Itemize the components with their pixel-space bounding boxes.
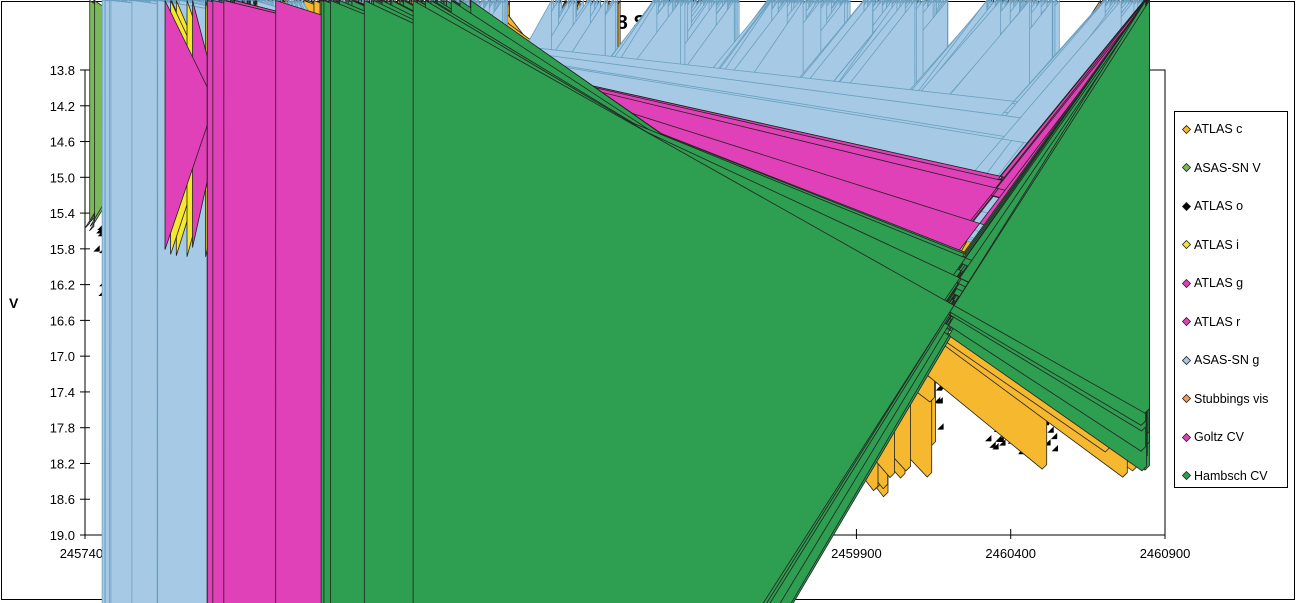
legend-item: Hambsch CV (1181, 468, 1268, 484)
y-tick-label: 15.0 (50, 170, 75, 185)
legend-swatch-diamond-icon (1181, 355, 1192, 365)
y-axis-label: V (9, 295, 19, 311)
y-tick-label: 18.6 (50, 492, 75, 507)
legend-swatch-diamond-icon (1181, 239, 1192, 250)
legend-item: Goltz CV (1181, 429, 1244, 445)
y-tick-label: 15.8 (50, 242, 75, 257)
legend-item: ATLAS i (1181, 237, 1239, 253)
series-hambsch-cv (320, 0, 1150, 603)
data-point (1050, 432, 1058, 440)
data-point (937, 423, 944, 430)
legend-label: Goltz CV (1194, 430, 1245, 444)
legend-label: Stubbings vis (1194, 391, 1269, 406)
x-tick-label: 2460900 (1140, 546, 1191, 561)
legend-item: ASAS-SN g (1181, 352, 1259, 368)
data-point (989, 441, 996, 448)
data-point (933, 396, 941, 404)
data-point (985, 434, 992, 442)
legend-swatch-diamond-icon (1181, 201, 1192, 211)
y-tick-label: 18.2 (50, 456, 75, 471)
y-tick-label: 17.8 (50, 421, 75, 436)
y-tick-label: 13.8 (50, 63, 75, 78)
y-tick-label: 16.2 (50, 278, 75, 293)
legend-swatch-diamond-icon (1181, 316, 1192, 327)
legend-label: ATLAS o (1194, 199, 1244, 213)
legend: ATLAS c ASAS-SN V ATLAS o ATLAS i ATLAS g ATL… (1174, 111, 1288, 488)
data-point (93, 245, 100, 252)
legend-item: ATLAS c (1181, 121, 1242, 137)
legend-label: ATLAS r (1194, 314, 1241, 329)
legend-swatch-diamond-icon (1181, 393, 1192, 404)
legend-label: Hambsch CV (1194, 468, 1268, 483)
y-tick-label: 16.6 (50, 313, 75, 328)
legend-label: ATLAS g (1194, 276, 1244, 290)
x-tick-label: 2457400 (60, 546, 111, 561)
legend-swatch-diamond-icon (1181, 278, 1192, 288)
legend-swatch-diamond-icon (1181, 470, 1192, 481)
legend-label: ATLAS i (1194, 237, 1239, 252)
legend-item: ASAS-SN V (1181, 160, 1261, 176)
data-point (999, 439, 1006, 446)
legend-swatch-diamond-icon (1181, 162, 1192, 173)
legend-item: ATLAS g (1181, 275, 1243, 291)
y-tick-label: 14.6 (50, 135, 75, 150)
x-tick-label: 2459900 (831, 546, 882, 561)
y-tick-label: 14.2 (50, 99, 75, 114)
y-tick-label: 17.0 (50, 349, 75, 364)
legend-label: ASAS-SN g (1194, 353, 1260, 367)
data-point (992, 443, 999, 450)
data-points (84, 0, 1150, 603)
data-point (1047, 426, 1054, 433)
x-tick-label: 2460400 (985, 546, 1036, 561)
y-tick-label: 15.4 (50, 206, 75, 221)
legend-item: ATLAS r (1181, 314, 1240, 330)
data-point (1051, 444, 1059, 452)
legend-swatch-diamond-icon (1181, 432, 1192, 442)
y-tick-label: 17.4 (50, 385, 75, 400)
legend-swatch-diamond-icon (1181, 124, 1192, 134)
legend-item: ATLAS o (1181, 198, 1243, 214)
legend-label: ATLAS c (1194, 122, 1243, 136)
y-tick-label: 19.0 (50, 528, 75, 543)
legend-item: Stubbings vis (1181, 391, 1268, 407)
data-point (412, 0, 1150, 603)
legend-label: ASAS-SN V (1194, 160, 1261, 175)
